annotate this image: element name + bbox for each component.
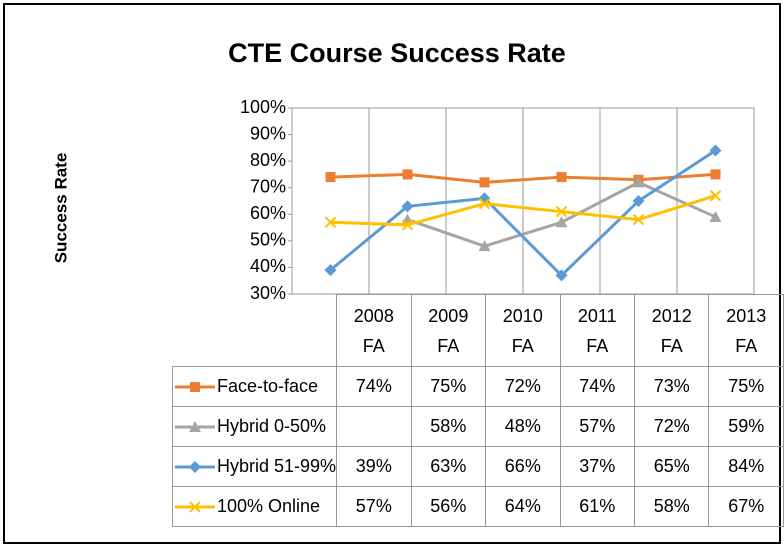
marker <box>555 216 568 228</box>
y-axis-label: Success Rate <box>51 153 70 264</box>
legend-key <box>175 421 215 433</box>
marker <box>324 264 337 277</box>
marker <box>190 382 200 393</box>
marker <box>189 501 201 513</box>
data-label: 72% <box>633 406 710 447</box>
category-cell: 2013 FA <box>708 294 784 367</box>
category-cell: 2008 FA <box>336 294 412 367</box>
category-cell: 2012 FA <box>633 294 710 367</box>
data-label: 64% <box>485 486 561 527</box>
data-label: 84% <box>708 446 784 487</box>
data-label: 61% <box>559 486 635 527</box>
legend-entry: 100% Online <box>171 486 338 527</box>
marker <box>632 176 645 188</box>
marker <box>189 461 201 474</box>
data-label <box>336 406 412 447</box>
data-label: 58% <box>633 486 710 527</box>
legend-label: Face-to-face <box>217 376 319 396</box>
series-row: Hybrid 51-99% 39% 63% 66% 37% 65% 84% <box>171 446 784 487</box>
marker <box>325 172 336 183</box>
x-tick-label: 2013 FA <box>726 305 767 356</box>
data-label: 39% <box>336 446 412 487</box>
header-row: 2008 FA 2009 FA 2010 FA 2011 FA 2012 FA 2013 … <box>172 294 784 367</box>
series-row: Face-to-face 74% 75% 72% 74% 73% 75% <box>171 366 784 407</box>
series-row: Hybrid 0-50% 58% 48% 57% 72% 59% <box>171 406 784 447</box>
data-label: 37% <box>559 446 635 487</box>
data-label: 74% <box>559 366 635 407</box>
marker <box>324 216 337 228</box>
marker <box>632 213 645 226</box>
data-label: 67% <box>708 486 784 527</box>
marker <box>401 219 414 231</box>
category-cell: 2011 FA <box>559 294 635 367</box>
data-label: 58% <box>410 406 487 447</box>
marker <box>555 205 568 218</box>
data-table: 2008 FA 2009 FA 2010 FA 2011 FA 2012 FA 2013 … <box>171 294 784 527</box>
marker <box>710 169 721 180</box>
y-tick-label: 90% <box>250 123 286 143</box>
data-label: 72% <box>485 366 561 407</box>
category-cell: 2009 FA <box>410 294 487 367</box>
marker <box>556 172 567 183</box>
marker <box>555 269 568 282</box>
data-label: 57% <box>559 406 635 447</box>
category-cell: 2010 FA <box>485 294 561 367</box>
y-tick-label: 80% <box>250 150 286 170</box>
x-tick-label: 2009 FA <box>428 305 469 356</box>
marker <box>479 177 490 188</box>
marker <box>478 240 491 252</box>
series-line <box>330 172 716 184</box>
series-line <box>329 149 717 277</box>
data-label: 65% <box>633 446 710 487</box>
marker <box>709 144 722 157</box>
marker <box>401 200 414 213</box>
marker <box>709 210 722 222</box>
legend-key <box>175 461 215 474</box>
legend-label: Hybrid 0-50% <box>217 416 327 436</box>
x-tick-label: 2010 FA <box>502 305 543 356</box>
data-label: 75% <box>410 366 487 407</box>
data-label: 75% <box>708 366 784 407</box>
y-tick-label: 60% <box>250 203 286 223</box>
x-tick-label: 2008 FA <box>353 305 394 356</box>
legend-label: Hybrid 51-99% <box>217 456 337 476</box>
legend-entry: Hybrid 0-50% <box>171 406 338 447</box>
marker <box>478 197 491 210</box>
legend-entry: Face-to-face <box>171 366 338 407</box>
x-tick-label: 2011 FA <box>577 305 617 356</box>
data-label: 63% <box>410 446 487 487</box>
legend-entry: Hybrid 51-99% <box>171 446 338 487</box>
data-label: 56% <box>410 486 487 527</box>
data-label: 73% <box>633 366 710 407</box>
data-label: 74% <box>336 366 412 407</box>
marker <box>402 169 413 180</box>
series-row: 100% Online 57% 56% 64% 61% 58% 67% <box>171 486 784 527</box>
legend-label: 100% Online <box>217 496 321 516</box>
y-tick-label: 50% <box>250 230 286 250</box>
x-tick-label: 2012 FA <box>651 305 692 356</box>
series-line <box>330 194 716 227</box>
data-label: 48% <box>485 406 561 447</box>
chart-border <box>3 3 781 544</box>
marker <box>709 189 722 202</box>
y-tick-label: 100% <box>240 97 286 117</box>
legend-key <box>175 382 215 393</box>
marker <box>189 421 201 433</box>
series-line <box>407 180 717 248</box>
chart-title: CTE Course Success Rate <box>228 38 566 68</box>
y-tick-label: 70% <box>250 176 286 196</box>
legend-key <box>175 501 215 513</box>
marker <box>632 195 645 207</box>
data-label: 59% <box>708 406 784 447</box>
data-label: 57% <box>336 486 412 527</box>
y-tick-label: 40% <box>250 256 286 276</box>
data-label: 66% <box>485 446 561 487</box>
blank-cell <box>172 294 338 367</box>
